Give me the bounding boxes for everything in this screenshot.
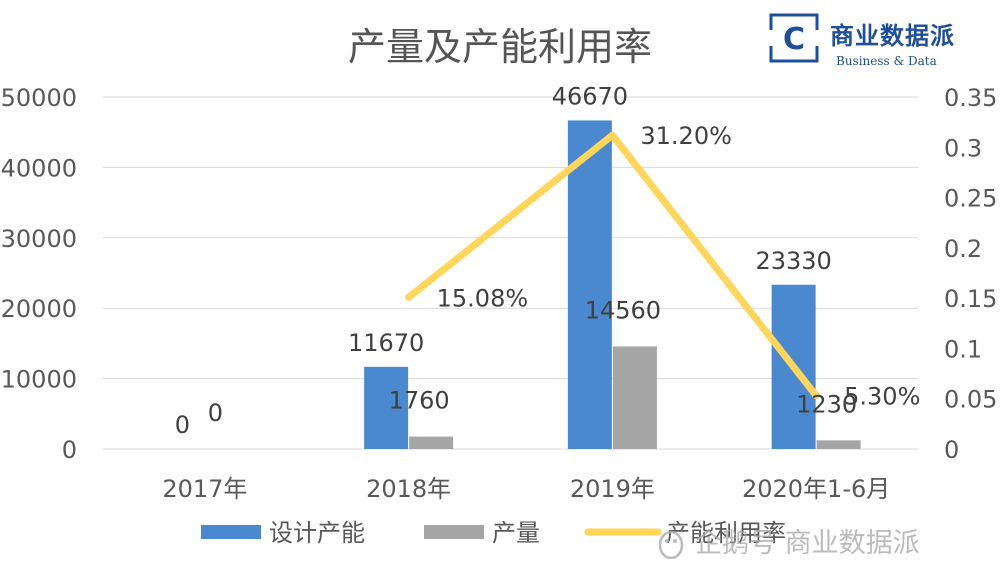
brand-name: 商业数据派 bbox=[830, 22, 955, 50]
right-tick-label: 0 bbox=[944, 436, 959, 464]
utilization-point bbox=[405, 293, 413, 301]
bar-data-label: 1760 bbox=[389, 387, 450, 415]
watermark: 企鹅号 商业数据派 bbox=[655, 527, 995, 561]
bar-capacity bbox=[364, 366, 409, 449]
bar-data-label: 46670 bbox=[552, 82, 628, 110]
utilization-point bbox=[812, 392, 820, 400]
left-tick-label: 20000 bbox=[1, 295, 77, 323]
legend-swatch bbox=[424, 525, 484, 539]
penguin-icon bbox=[658, 530, 684, 559]
bar-output bbox=[612, 346, 657, 449]
left-tick-label: 10000 bbox=[1, 366, 77, 394]
right-tick-label: 0.25 bbox=[944, 185, 997, 213]
left-tick-label: 0 bbox=[62, 436, 77, 464]
left-tick-label: 30000 bbox=[1, 225, 77, 253]
x-tick-label: 2020年1-6月 bbox=[742, 475, 890, 503]
x-tick-label: 2018年 bbox=[366, 475, 451, 503]
bar-capacity bbox=[567, 120, 612, 449]
bar-output bbox=[409, 436, 454, 449]
bar-data-label: 11670 bbox=[348, 329, 424, 357]
watermark-text: 企鹅号 商业数据派 bbox=[695, 528, 920, 559]
brand-subtitle: Business & Data bbox=[836, 54, 937, 68]
brand: C 商业数据派 Business & Data bbox=[768, 10, 993, 72]
line-data-label: 5.30% bbox=[844, 383, 920, 411]
right-tick-label: 0.2 bbox=[944, 235, 982, 263]
bar-data-label: 23330 bbox=[755, 247, 831, 275]
line-data-label: 31.20% bbox=[640, 122, 732, 150]
left-tick-label: 40000 bbox=[1, 154, 77, 182]
x-axis: 2017年 2018年 2019年 2020年1-6月 bbox=[162, 475, 890, 503]
utilization-line bbox=[405, 131, 820, 400]
legend: 设计产能 产量 产能利用率 bbox=[201, 519, 786, 547]
brand-logo-icon: C bbox=[768, 13, 820, 63]
x-tick-label: 2019年 bbox=[570, 475, 655, 503]
legend-label: 设计产能 bbox=[269, 519, 365, 547]
legend-swatch bbox=[201, 525, 261, 539]
bar-data-label: 0 bbox=[175, 411, 190, 439]
right-tick-label: 0.05 bbox=[944, 386, 997, 414]
left-axis: 0 10000 20000 30000 40000 50000 bbox=[1, 84, 77, 464]
right-axis: 0 0.05 0.1 0.15 0.2 0.25 0.3 0.35 bbox=[944, 84, 997, 464]
bar-data-label: 1230 bbox=[796, 390, 857, 418]
right-tick-label: 0.35 bbox=[944, 84, 997, 112]
chart-title: 产量及产能利用率 bbox=[348, 25, 652, 69]
right-tick-label: 0.1 bbox=[944, 335, 982, 363]
bar-data-label: 0 bbox=[208, 399, 223, 427]
legend-label: 产能利用率 bbox=[666, 519, 786, 547]
legend-label: 产量 bbox=[492, 519, 540, 547]
bar-data-label: 14560 bbox=[585, 296, 661, 324]
right-tick-label: 0.15 bbox=[944, 285, 997, 313]
line-data-label: 15.08% bbox=[437, 284, 529, 312]
right-tick-label: 0.3 bbox=[944, 134, 982, 162]
bar-output bbox=[816, 440, 861, 449]
brand-logo-letter: C bbox=[783, 22, 805, 57]
left-tick-label: 50000 bbox=[1, 84, 77, 112]
data-labels: 0 0 11670 1760 46670 14560 23330 1230 15.08% 31.2… bbox=[175, 82, 921, 439]
utilization-point bbox=[608, 131, 616, 139]
x-tick-label: 2017年 bbox=[162, 475, 247, 503]
